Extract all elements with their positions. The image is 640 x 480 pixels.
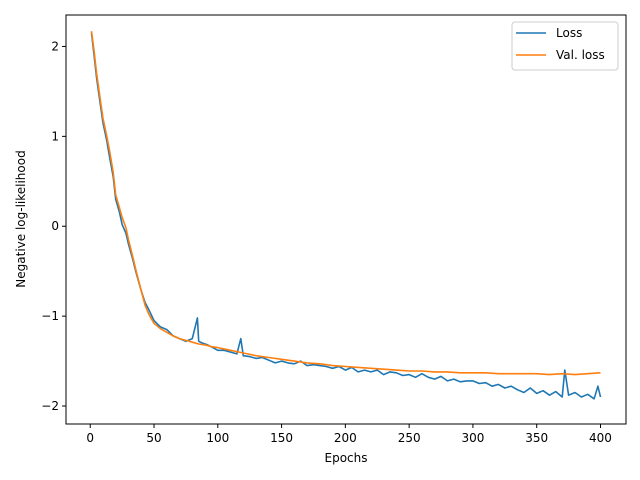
- x-tick-label: 200: [334, 431, 357, 445]
- series-line-val-loss: [90, 31, 601, 376]
- x-tick-label: 100: [206, 431, 229, 445]
- axis-ticks: 0 50 100 150 200 250 300 350 400 2 1 0 −1 −2: [41, 39, 612, 445]
- plot-frame: [65, 14, 627, 425]
- plot-area: [90, 31, 602, 400]
- x-tick-label: 250: [398, 431, 421, 445]
- y-tick-label: −2: [41, 399, 59, 413]
- x-tick-label: 150: [270, 431, 293, 445]
- x-tick-label: 0: [86, 431, 94, 445]
- legend-label-loss: Loss: [556, 26, 582, 40]
- legend-label-val-loss: Val. loss: [556, 48, 605, 62]
- legend: Loss Val. loss: [511, 21, 619, 71]
- y-tick-label: 0: [51, 219, 59, 233]
- y-tick-label: −1: [41, 309, 59, 323]
- legend-box: [511, 21, 619, 71]
- y-tick-label: 1: [51, 129, 59, 143]
- x-tick-label: 350: [525, 431, 548, 445]
- y-axis-label: Negative log-likelihood: [14, 150, 28, 287]
- x-tick-label: 50: [146, 431, 161, 445]
- x-tick-label: 300: [461, 431, 484, 445]
- y-tick-label: 2: [51, 39, 59, 53]
- x-tick-label: 400: [589, 431, 612, 445]
- x-axis-label: Epochs: [325, 451, 368, 465]
